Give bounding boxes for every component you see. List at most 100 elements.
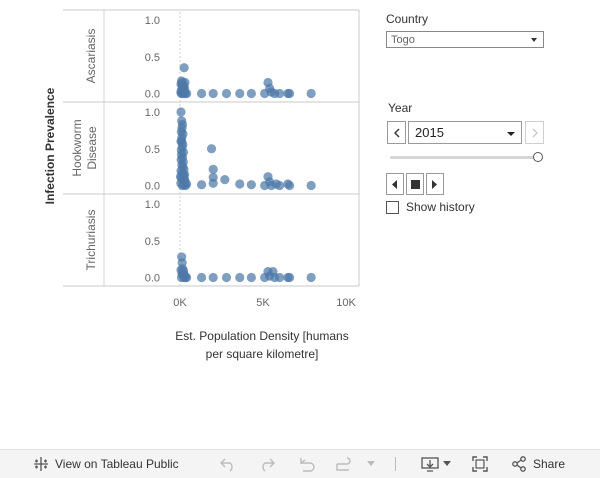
y-tick-label: 1.0: [145, 107, 160, 119]
y-tick-label: 0.0: [145, 273, 160, 285]
refresh-icon: [336, 457, 351, 471]
country-value: Togo: [391, 34, 415, 46]
data-point: [284, 272, 295, 283]
data-point: [196, 180, 207, 190]
axis-labels: Ascariasis 0.0 0.5 1.0 HookwormDisease 0.0 0.5…: [70, 15, 356, 309]
x-axis-title-line2: per square kilometre]: [206, 347, 319, 361]
x-tick-label: 5K: [256, 297, 270, 309]
year-slider-track[interactable]: [390, 156, 538, 159]
data-point: [196, 88, 207, 99]
fullscreen-icon: [472, 456, 488, 472]
download-button[interactable]: [421, 456, 451, 472]
playback-back-button[interactable]: [386, 173, 404, 195]
row-label: Trichuriasis: [84, 210, 98, 271]
year-dropdown[interactable]: 2015: [408, 121, 522, 144]
x-tick-label: 10K: [336, 297, 356, 309]
data-point: [235, 179, 245, 189]
year-slider-thumb[interactable]: [533, 152, 543, 162]
data-point: [179, 63, 189, 73]
data-point: [182, 272, 192, 283]
data-point: [208, 164, 218, 174]
year-value: 2015: [415, 125, 444, 140]
y-tick-label: 0.5: [145, 144, 160, 156]
data-point: [180, 83, 190, 93]
data-points[interactable]: [175, 63, 316, 283]
step-forward-icon: [432, 179, 437, 189]
data-point: [221, 272, 232, 283]
year-prev-button[interactable]: [387, 121, 406, 144]
y-axis-title: Infection Prevalence: [43, 87, 57, 204]
share-icon: [512, 456, 526, 472]
data-point: [246, 272, 256, 283]
y-tick-label: 0.5: [145, 52, 160, 64]
y-tick-label: 0.5: [145, 236, 160, 248]
data-point: [177, 136, 187, 146]
data-point: [220, 175, 230, 185]
undo-icon: [220, 458, 233, 472]
y-tick-label: 0.0: [145, 181, 160, 193]
data-point: [235, 88, 245, 99]
year-next-button[interactable]: [525, 121, 544, 144]
data-point: [235, 272, 245, 283]
data-point: [208, 178, 218, 188]
data-point: [306, 180, 316, 191]
redo-icon: [262, 458, 275, 472]
stop-icon: [410, 179, 420, 189]
data-point: [221, 88, 232, 99]
panel-borders: [63, 9, 360, 287]
row-label: Ascariasis: [84, 29, 98, 84]
country-dropdown[interactable]: Togo: [386, 31, 544, 48]
data-point: [246, 180, 256, 190]
data-point: [306, 272, 316, 283]
playback-stop-button[interactable]: [406, 173, 424, 195]
chevron-down-icon: [367, 461, 375, 466]
fullscreen-button[interactable]: [472, 456, 488, 472]
y-tick-label: 1.0: [145, 199, 160, 211]
x-axis-title-line1: Est. Population Density [humans: [175, 329, 348, 343]
data-point: [208, 272, 218, 283]
revert-icon: [300, 458, 315, 472]
chevron-down-icon: [531, 38, 537, 42]
year-filter: Year: [388, 101, 412, 115]
y-tick-label: 1.0: [145, 15, 160, 27]
country-filter: Country: [386, 12, 428, 26]
data-point: [176, 107, 186, 117]
scatter-chart: Ascariasis 0.0 0.5 1.0 HookwormDisease 0.0 0.5…: [43, 9, 360, 361]
data-point: [196, 272, 207, 283]
download-icon: [421, 457, 439, 472]
tableau-logo-icon: [34, 457, 48, 471]
share-button[interactable]: Share: [511, 456, 565, 472]
show-history-checkbox[interactable]: [386, 201, 399, 214]
chevron-down-icon: [443, 461, 451, 466]
playback-forward-button[interactable]: [426, 173, 444, 195]
data-point: [208, 88, 218, 99]
chevron-left-icon: [393, 128, 399, 137]
data-point: [284, 88, 295, 99]
chevron-right-icon: [532, 128, 538, 137]
show-history-label: Show history: [406, 200, 475, 214]
data-point: [284, 180, 295, 191]
data-point: [275, 180, 285, 191]
data-point: [306, 88, 316, 99]
year-label: Year: [388, 101, 413, 115]
row-label: HookwormDisease: [70, 119, 99, 176]
redo-button[interactable]: [258, 456, 276, 472]
data-point: [206, 144, 217, 154]
undo-button[interactable]: [219, 456, 237, 472]
chevron-down-icon: [507, 132, 515, 136]
x-tick-label: 0K: [173, 297, 187, 309]
share-label: Share: [533, 457, 566, 471]
refresh-button[interactable]: [335, 456, 375, 472]
data-point: [246, 88, 256, 99]
data-point: [179, 174, 189, 184]
toolbar-divider: [395, 457, 396, 471]
data-point: [275, 88, 285, 99]
y-tick-label: 0.0: [145, 89, 160, 101]
view-on-tableau-label: View on Tableau Public: [55, 457, 179, 471]
tableau-toolbar: View on Tableau Public Share: [0, 449, 600, 478]
country-label: Country: [386, 12, 429, 26]
revert-button[interactable]: [298, 456, 316, 472]
data-point: [275, 272, 285, 283]
view-on-tableau-link[interactable]: View on Tableau Public: [33, 456, 179, 472]
step-back-icon: [392, 179, 397, 189]
